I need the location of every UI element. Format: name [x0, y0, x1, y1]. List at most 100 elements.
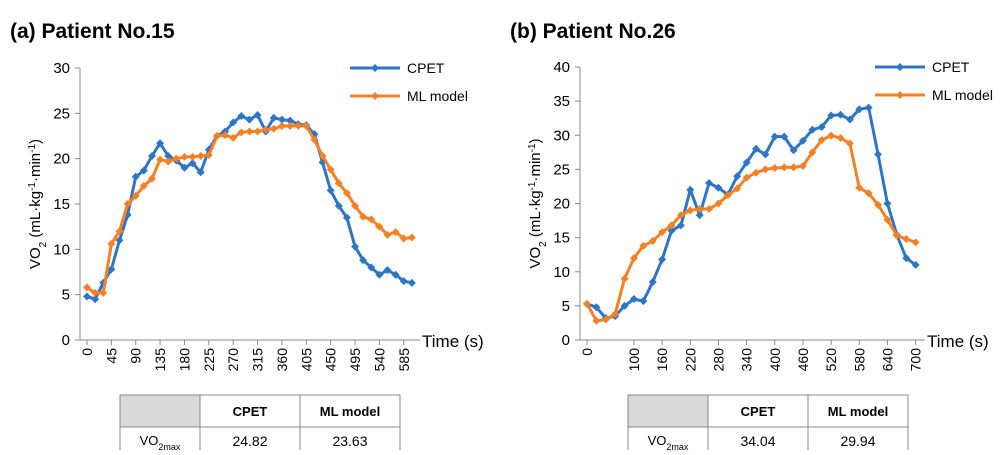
y-axis-label-part: 2	[38, 241, 49, 247]
point	[845, 139, 854, 148]
point	[686, 185, 695, 194]
point	[780, 132, 789, 141]
x-tick-label: 100	[626, 348, 642, 372]
point	[156, 155, 165, 164]
point	[269, 124, 278, 133]
table-header: ML model	[828, 404, 888, 419]
y-axis-label-part: -1	[527, 143, 538, 152]
table-value: 24.82	[232, 433, 267, 449]
point	[245, 115, 254, 124]
y-axis-label-part: ·min	[27, 153, 44, 182]
y-tick-label: 0	[62, 332, 70, 349]
point	[237, 112, 246, 121]
y-tick-label: 25	[53, 105, 70, 122]
point	[318, 151, 327, 160]
point	[629, 254, 638, 263]
point	[827, 111, 836, 120]
point	[676, 211, 685, 220]
x-tick-label: 225	[201, 348, 217, 372]
point	[723, 191, 732, 200]
point	[742, 158, 751, 167]
y-tick-label: 35	[553, 93, 570, 110]
x-tick-label: 460	[795, 348, 811, 372]
point	[714, 199, 723, 208]
point	[407, 278, 416, 287]
point	[334, 201, 343, 210]
y-axis-label-part: (mL·kg	[527, 190, 544, 241]
x-tick-label: 580	[851, 348, 867, 372]
point	[326, 165, 335, 174]
legend-label: ML model	[407, 88, 468, 104]
point	[601, 315, 610, 324]
point	[686, 206, 695, 215]
x-axis-label: Time (s)	[422, 332, 484, 351]
point	[911, 260, 920, 269]
y-tick-label: 15	[53, 196, 70, 213]
y-tick-label: 10	[553, 264, 570, 281]
point	[620, 274, 629, 283]
y-tick-label: 5	[562, 298, 570, 315]
point	[695, 204, 704, 213]
point	[351, 201, 360, 210]
point	[342, 189, 351, 198]
point	[367, 263, 376, 272]
x-tick-label: 0	[579, 348, 595, 356]
point	[147, 151, 156, 160]
x-tick-label: 450	[323, 348, 339, 372]
point	[139, 166, 148, 175]
point	[294, 121, 303, 130]
chart-title: (a) Patient No.15	[10, 20, 175, 43]
point	[83, 292, 91, 301]
table-header-cell	[299, 394, 401, 428]
point	[407, 233, 416, 242]
chart-title: (b) Patient No.26	[510, 20, 676, 43]
point	[261, 125, 270, 134]
x-tick-label: 315	[250, 348, 266, 372]
point	[836, 133, 845, 142]
point	[733, 172, 742, 181]
point	[780, 163, 789, 172]
point	[817, 136, 826, 145]
point	[334, 179, 343, 188]
point	[326, 186, 335, 195]
table-header-cell	[707, 394, 809, 428]
y-tick-label: 30	[553, 127, 570, 144]
point	[855, 105, 864, 114]
point	[864, 189, 873, 198]
x-tick-label: 0	[79, 348, 95, 356]
table-row-label: VO2max	[648, 433, 689, 450]
table-header: CPET	[233, 404, 268, 419]
x-tick-label: 585	[396, 348, 412, 372]
series-line	[585, 134, 917, 323]
point	[639, 297, 648, 306]
y-axis-label-part: ·min	[527, 152, 544, 181]
point	[269, 113, 278, 122]
y-axis-label-part: )	[527, 138, 544, 143]
y-axis-label-part: )	[27, 139, 44, 144]
legend-label: CPET	[407, 60, 445, 76]
y-tick-label: 20	[553, 196, 570, 213]
legend-marker	[371, 92, 379, 100]
point	[667, 226, 676, 235]
point	[845, 115, 854, 124]
point	[286, 116, 295, 125]
point	[180, 152, 189, 161]
point	[359, 212, 368, 221]
table-header: ML model	[320, 404, 380, 419]
x-tick-label: 270	[225, 348, 241, 372]
point	[761, 150, 770, 159]
x-tick-label: 180	[176, 348, 192, 372]
legend-label: CPET	[932, 59, 970, 75]
point	[156, 139, 165, 148]
point	[902, 234, 911, 243]
point	[620, 301, 629, 310]
point	[383, 230, 392, 239]
y-axis-label-part: VO	[27, 247, 44, 269]
point	[286, 122, 295, 131]
point	[221, 131, 230, 140]
point	[808, 148, 817, 157]
table-row-label-part: VO	[140, 433, 159, 448]
point	[883, 199, 892, 208]
point	[399, 234, 408, 243]
x-axis-label: Time (s)	[927, 332, 989, 351]
